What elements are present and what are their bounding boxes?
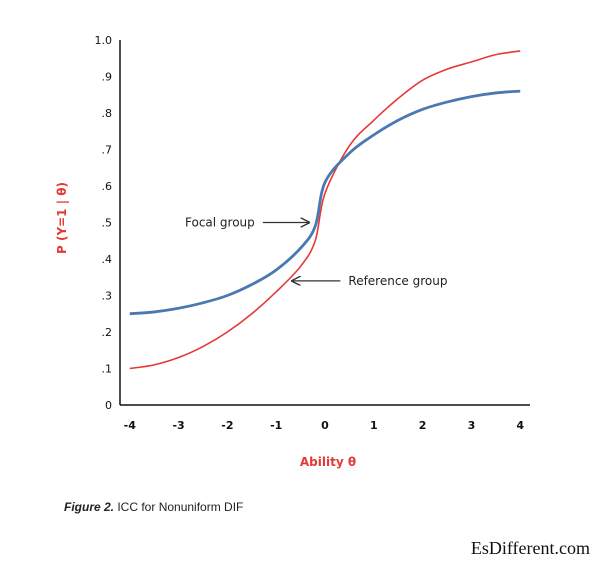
icc-chart: 0 .1 .2 .3 .4 .5 .6 .7 .8 .9 1.0 -4 -3 -2 -1 0 1 2 3 4 Foca… xyxy=(55,34,530,469)
annotations: Focal group Reference group xyxy=(185,216,447,288)
curves xyxy=(129,50,521,370)
y-tick-label: .9 xyxy=(102,71,113,84)
focal-group-label: Focal group xyxy=(185,216,255,230)
y-tick-label: .3 xyxy=(102,290,113,303)
x-tick-label: -3 xyxy=(172,419,184,432)
x-tick-label: -2 xyxy=(221,419,233,432)
y-tick-label: 1.0 xyxy=(95,34,113,47)
focal-group-curve xyxy=(129,89,521,316)
x-tick-label: -1 xyxy=(270,419,282,432)
y-tick-label: .1 xyxy=(102,363,113,376)
watermark: EsDifferent.com xyxy=(470,538,590,558)
x-axis-label: Ability θ xyxy=(300,455,356,469)
y-tick-label: .7 xyxy=(102,144,113,157)
x-tick-label: -4 xyxy=(124,419,137,432)
x-tick-label: 4 xyxy=(516,419,524,432)
y-tick-label: .8 xyxy=(102,107,113,120)
reference-group-curve xyxy=(129,50,521,370)
x-tick-label: 2 xyxy=(419,419,427,432)
figure-caption: Figure 2. ICC for Nonuniform DIF xyxy=(64,500,243,514)
x-tick-label: 0 xyxy=(321,419,329,432)
y-tick-label: 0 xyxy=(105,399,112,412)
caption-text: ICC for Nonuniform DIF xyxy=(114,500,244,514)
y-tick-label: .2 xyxy=(102,326,113,339)
x-tick-label: 1 xyxy=(370,419,378,432)
y-axis-label: P (Y=1 | θ) xyxy=(55,182,69,254)
y-tick-label: .6 xyxy=(102,180,113,193)
x-tick-label: 3 xyxy=(468,419,476,432)
y-tick-label: .4 xyxy=(102,253,113,266)
caption-label: Figure 2. xyxy=(64,500,115,514)
axes: 0 .1 .2 .3 .4 .5 .6 .7 .8 .9 1.0 -4 -3 -2 -1 0 1 2 3 4 xyxy=(95,34,530,432)
y-tick-label: .5 xyxy=(102,217,113,230)
reference-group-label: Reference group xyxy=(348,274,447,288)
